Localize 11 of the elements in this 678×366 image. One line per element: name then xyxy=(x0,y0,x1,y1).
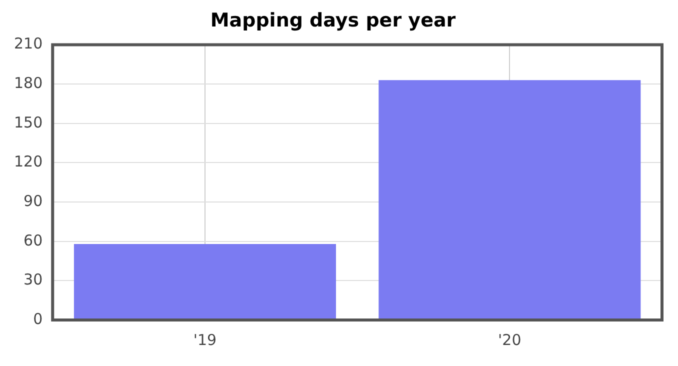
y-tick-label: 210 xyxy=(14,34,43,53)
x-tick-label: '20 xyxy=(498,330,522,349)
y-tick-label: 90 xyxy=(24,192,43,210)
y-tick-label: 60 xyxy=(24,231,43,250)
y-tick-label: 150 xyxy=(14,113,43,132)
y-tick-label: 30 xyxy=(24,270,43,289)
x-tick-label: '19 xyxy=(193,330,217,349)
chart-title: Mapping days per year xyxy=(210,9,456,32)
y-tick-label: 120 xyxy=(14,152,43,171)
y-tick-label: 180 xyxy=(14,74,43,92)
y-tick-label: 0 xyxy=(33,310,43,328)
